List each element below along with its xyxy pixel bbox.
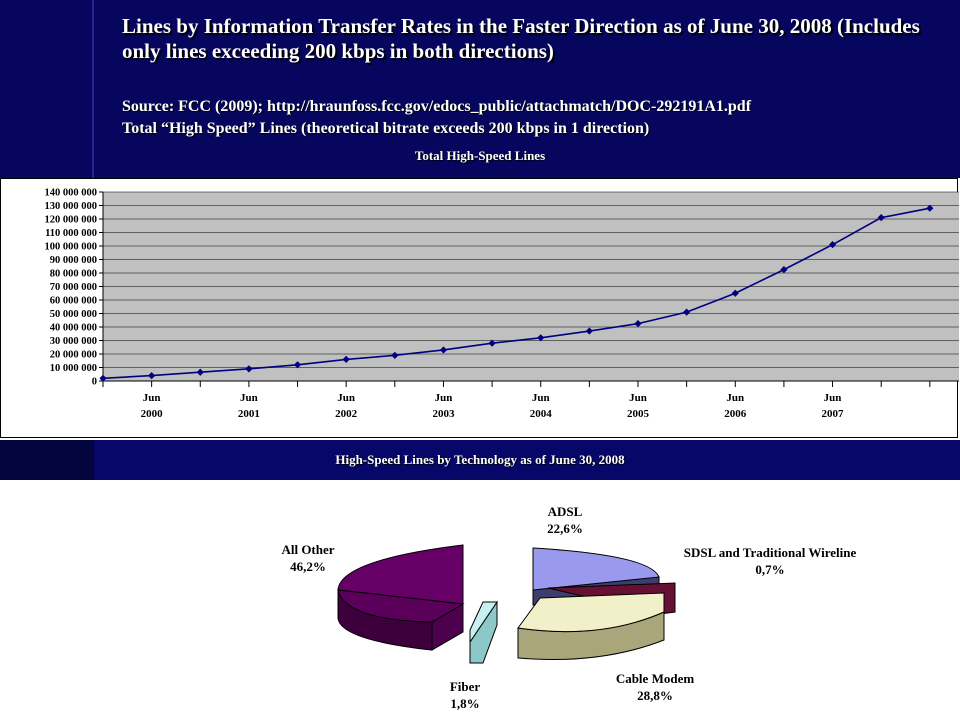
data-point [488, 339, 496, 347]
label-all-other-pct: 46,2% [290, 559, 326, 574]
data-point [585, 327, 593, 335]
label-adsl-pct: 22,6% [547, 521, 583, 536]
x-tick-label-year: 2000 [141, 408, 164, 420]
line-chart: 0 10 000 000 20 000 000 30 000 000 40 000 00… [45, 188, 959, 420]
label-all-other: All Other 46,2% [268, 541, 348, 575]
y-tick-label: 90 000 000 [50, 255, 97, 266]
slide-title: Lines by Information Transfer Rates in t… [122, 14, 920, 63]
y-tick-label: 70 000 000 [50, 282, 97, 293]
x-tick-label-month: Jun [532, 392, 550, 404]
data-point [926, 204, 934, 212]
label-adsl: ADSL 22,6% [530, 503, 600, 537]
x-tick-label-year: 2001 [238, 408, 260, 420]
header-band [0, 0, 960, 178]
y-tick-label: 10 000 000 [50, 363, 97, 374]
data-point [293, 361, 302, 369]
y-tick-label: 60 000 000 [50, 296, 97, 307]
y-tick-label: 130 000 000 [45, 201, 98, 212]
label-all-other-name: All Other [281, 542, 335, 557]
label-fiber-pct: 1,8% [450, 696, 480, 711]
data-point [877, 214, 885, 222]
x-tick-label-month: Jun [337, 392, 355, 404]
pie-slice-all-other [337, 544, 465, 651]
x-tick-label-month: Jun [824, 392, 842, 404]
x-tick-label-year: 2002 [335, 408, 358, 420]
data-point [99, 374, 107, 382]
y-tick-label: 120 000 000 [45, 215, 98, 226]
subtitle-line: Total “High Speed” Lines (theoretical bi… [122, 120, 650, 137]
label-cable-modem-name: Cable Modem [615, 671, 695, 686]
y-tick-label: 50 000 000 [50, 309, 97, 320]
band-left-block [0, 440, 94, 480]
y-tick-label: 30 000 000 [50, 336, 97, 347]
x-tick-label-year: 2005 [627, 408, 650, 420]
source-block: Source: FCC (2009); http://hraunfoss.fcc… [122, 96, 952, 140]
y-tick-label: 80 000 000 [50, 269, 97, 280]
label-sdsl: SDSL and Traditional Wireline 0,7% [680, 544, 860, 578]
y-tick-label: 110 000 000 [45, 228, 97, 239]
label-fiber: Fiber 1,8% [430, 678, 500, 712]
y-tick-label: 20 000 000 [50, 350, 97, 361]
y-tick-label: 40 000 000 [50, 323, 97, 334]
label-cable-modem: Cable Modem 28,8% [595, 670, 715, 704]
data-point [731, 289, 739, 297]
x-tick-label-month: Jun [726, 392, 744, 404]
x-tick-label-year: 2006 [724, 408, 747, 420]
label-cable-modem-pct: 28,8% [637, 688, 673, 703]
label-sdsl-pct: 0,7% [755, 562, 785, 577]
x-tick-label-month: Jun [629, 392, 647, 404]
x-tick-label-month: Jun [435, 392, 453, 404]
pie-slice-cable-modem [517, 592, 665, 661]
pie-title-band [0, 440, 960, 480]
data-point [780, 266, 788, 274]
data-point [828, 241, 837, 249]
data-point [634, 320, 642, 328]
x-tick-label-year: 2003 [432, 408, 455, 420]
series-line [103, 207, 930, 380]
pie-chart-title: High-Speed Lines by Technology as of Jun… [335, 452, 625, 467]
y-tick-label: 140 000 000 [45, 188, 98, 199]
decorative-stripe [92, 0, 94, 178]
x-tick-label-year: 2007 [822, 408, 845, 420]
pie-slice-fiber [469, 600, 498, 664]
y-tick-label: 0 [92, 377, 97, 388]
pie-chart [337, 544, 676, 664]
label-adsl-name: ADSL [547, 504, 583, 519]
x-tick-label-month: Jun [143, 392, 161, 404]
x-tick-label-month: Jun [240, 392, 258, 404]
line-chart-title: Total High-Speed Lines [414, 148, 546, 163]
data-point [439, 346, 448, 354]
label-sdsl-name: SDSL and Traditional Wireline [683, 545, 857, 560]
line-chart-frame: 0 10 000 000 20 000 000 30 000 000 40 000 00… [0, 178, 959, 438]
x-tick-label-year: 2004 [530, 408, 553, 420]
label-fiber-name: Fiber [449, 679, 481, 694]
source-line: Source: FCC (2009); http://hraunfoss.fcc… [122, 98, 752, 115]
data-point [537, 334, 545, 342]
y-tick-label: 100 000 000 [45, 242, 98, 253]
